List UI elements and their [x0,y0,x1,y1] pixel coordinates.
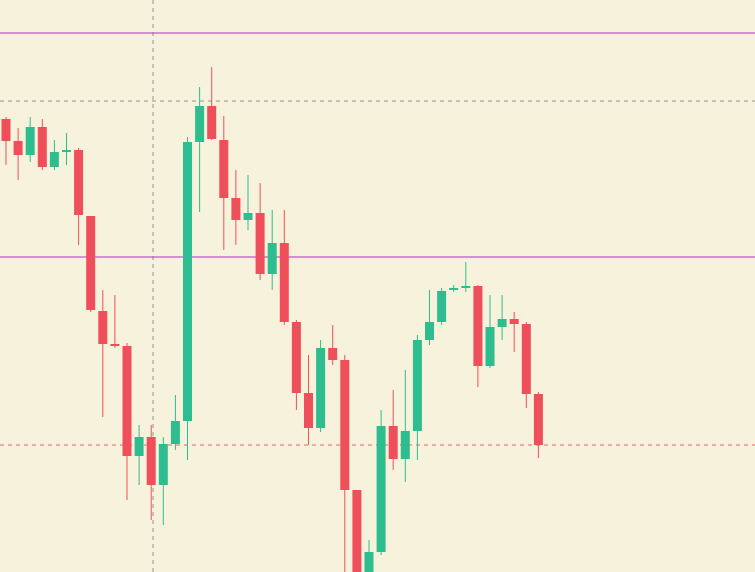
candle-body [304,393,313,428]
candle-body [437,291,447,322]
candle-body [364,552,374,572]
candle-body [170,421,180,444]
candle-body [473,286,483,366]
candle-body [533,394,543,445]
candle-body [400,431,410,459]
candle-body [497,319,507,327]
candle-body [183,142,192,421]
candle-body [412,340,422,431]
candle-body [110,344,120,346]
candle-body [267,243,277,274]
candle-body [340,360,350,490]
candle-body [49,152,59,167]
candle-body [25,127,35,155]
candle-body [146,437,156,485]
candle-body [98,311,108,344]
candle-body [279,243,289,322]
candle-body [37,127,47,167]
candle-body [122,346,132,456]
candle-body [13,141,23,155]
candle-body [449,288,459,290]
candle-body [461,286,471,288]
candle-body [195,106,205,142]
candle-body [207,106,217,139]
candle-body [291,322,301,393]
candle-body [243,213,253,220]
candle-body [74,150,84,215]
candle-body [231,198,241,220]
candle-body [158,444,168,485]
candle-body [316,348,326,428]
candle-body [521,324,531,394]
candle-body [255,213,265,274]
candle-body [134,437,144,456]
candle-body [425,322,434,340]
candle-body [328,348,338,360]
candle-body [352,490,362,572]
candle-body [219,140,229,198]
candle-body [376,426,386,552]
candle-body [485,327,495,366]
candle-body [1,119,11,141]
candle-body [509,319,519,324]
candle-body [62,150,71,152]
candle-body [86,216,96,310]
candle-body [388,426,398,459]
